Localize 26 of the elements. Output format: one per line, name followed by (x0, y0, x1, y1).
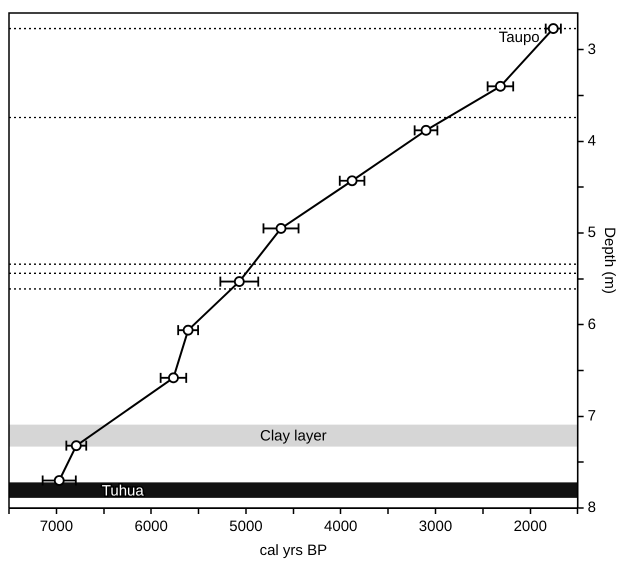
point (168, 372, 179, 384)
ref-line-label: Taupo (498, 29, 540, 46)
band-label: Clay layer (260, 428, 327, 445)
point (346, 175, 358, 186)
y-tick-label: 8 (588, 499, 596, 516)
point (182, 324, 194, 336)
point (54, 475, 65, 486)
x-axis-title: cal yrs BP (260, 542, 328, 560)
point (420, 124, 432, 136)
y-tick-label: 5 (588, 224, 596, 242)
y-tick-label: 3 (588, 40, 596, 58)
x-tick-label: 2000 (514, 518, 547, 536)
band-label: Tuhua (102, 482, 144, 500)
y-tick-label: 4 (588, 132, 596, 150)
y-tick-label: 7 (588, 407, 596, 424)
y-tick-label: 6 (588, 316, 596, 333)
point (276, 223, 286, 234)
point (495, 80, 506, 92)
x-tick-label: 5000 (229, 518, 263, 536)
x-tick-label: 4000 (324, 518, 358, 536)
x-tick-label: 3000 (418, 518, 452, 536)
x-tick-label: 6000 (134, 518, 168, 536)
y-axis-title: Depth (m) (600, 227, 618, 294)
x-tick-label: 7000 (40, 518, 74, 536)
point (70, 440, 82, 452)
point (234, 276, 245, 287)
